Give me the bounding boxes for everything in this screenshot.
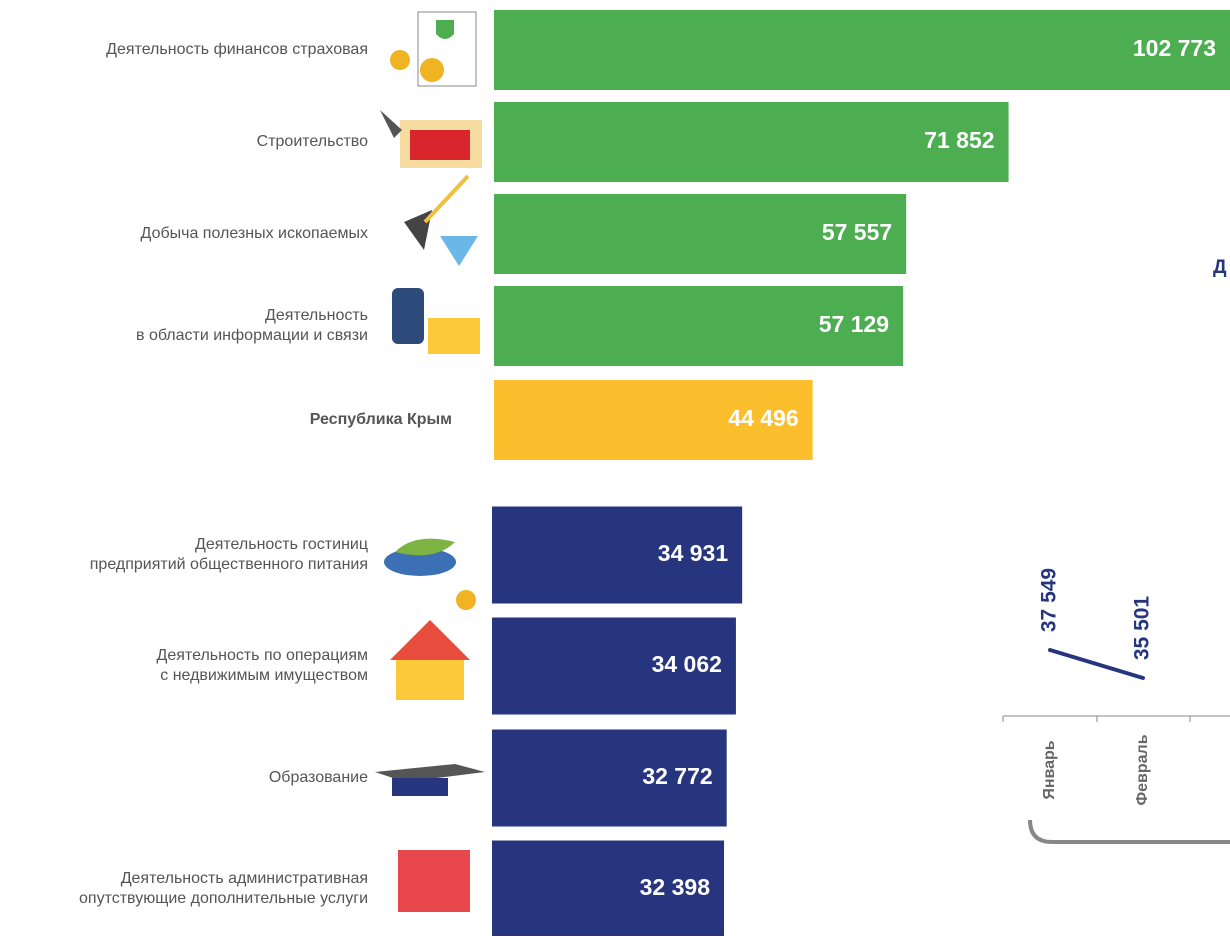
value-label: 37 549: [1038, 568, 1061, 632]
category-label: Деятельность финансов страховая: [106, 41, 368, 58]
bracket: [1030, 820, 1230, 842]
category-label: в области информации и связи: [136, 327, 368, 344]
category-label: Деятельность гостиниц: [195, 536, 368, 553]
value-label: 35 501: [1131, 596, 1154, 661]
value-label: 57 129: [819, 311, 889, 337]
icon-building: [398, 850, 470, 912]
icon-handle: [425, 176, 468, 222]
icon-coin: [456, 590, 476, 610]
x-tick-label: Февраль: [1134, 734, 1151, 805]
category-label: с недвижимым имуществом: [160, 667, 368, 684]
value-label: 34 931: [658, 540, 729, 566]
icon-diamond: [440, 236, 478, 266]
line: [1050, 650, 1143, 678]
chart-title: Д: [1213, 257, 1227, 278]
value-label: 44 496: [728, 405, 798, 431]
value-label: 34 062: [652, 651, 722, 677]
icon-house: [396, 660, 464, 700]
x-tick-label: Январь: [1041, 740, 1058, 799]
value-label: 32 772: [642, 763, 712, 789]
icon-shield: [436, 20, 454, 39]
icon-bricks: [410, 130, 470, 160]
category-label: Деятельность: [265, 307, 368, 324]
bar: [494, 10, 1230, 90]
category-label: Добыча полезных ископаемых: [141, 225, 368, 242]
icon-shovel: [404, 210, 432, 250]
icon-phone: [392, 288, 424, 344]
infographic: Д 102 773 Деятельность финансов страховая…: [0, 0, 1230, 936]
icon-coin: [390, 50, 410, 70]
category-label: Строительство: [257, 133, 368, 150]
category-label: Республика Крым: [310, 411, 452, 428]
category-label: предприятий общественного питания: [90, 556, 368, 573]
category-label: Деятельность административная: [121, 870, 368, 887]
category-label: опутствующие дополнительные услуги: [79, 890, 368, 907]
icon-coin: [420, 58, 444, 82]
icon-roof: [390, 620, 470, 660]
category-label: Деятельность по операциям: [157, 647, 368, 664]
value-label: 71 852: [924, 127, 994, 153]
value-label: 57 557: [822, 219, 892, 245]
icon-cap-base: [392, 778, 448, 796]
value-label: 32 398: [640, 874, 711, 900]
icon-trowel: [380, 110, 402, 138]
category-label: Образование: [269, 769, 368, 786]
value-label: 102 773: [1133, 35, 1216, 61]
icon-envelope: [428, 318, 480, 354]
icons: [375, 12, 485, 912]
